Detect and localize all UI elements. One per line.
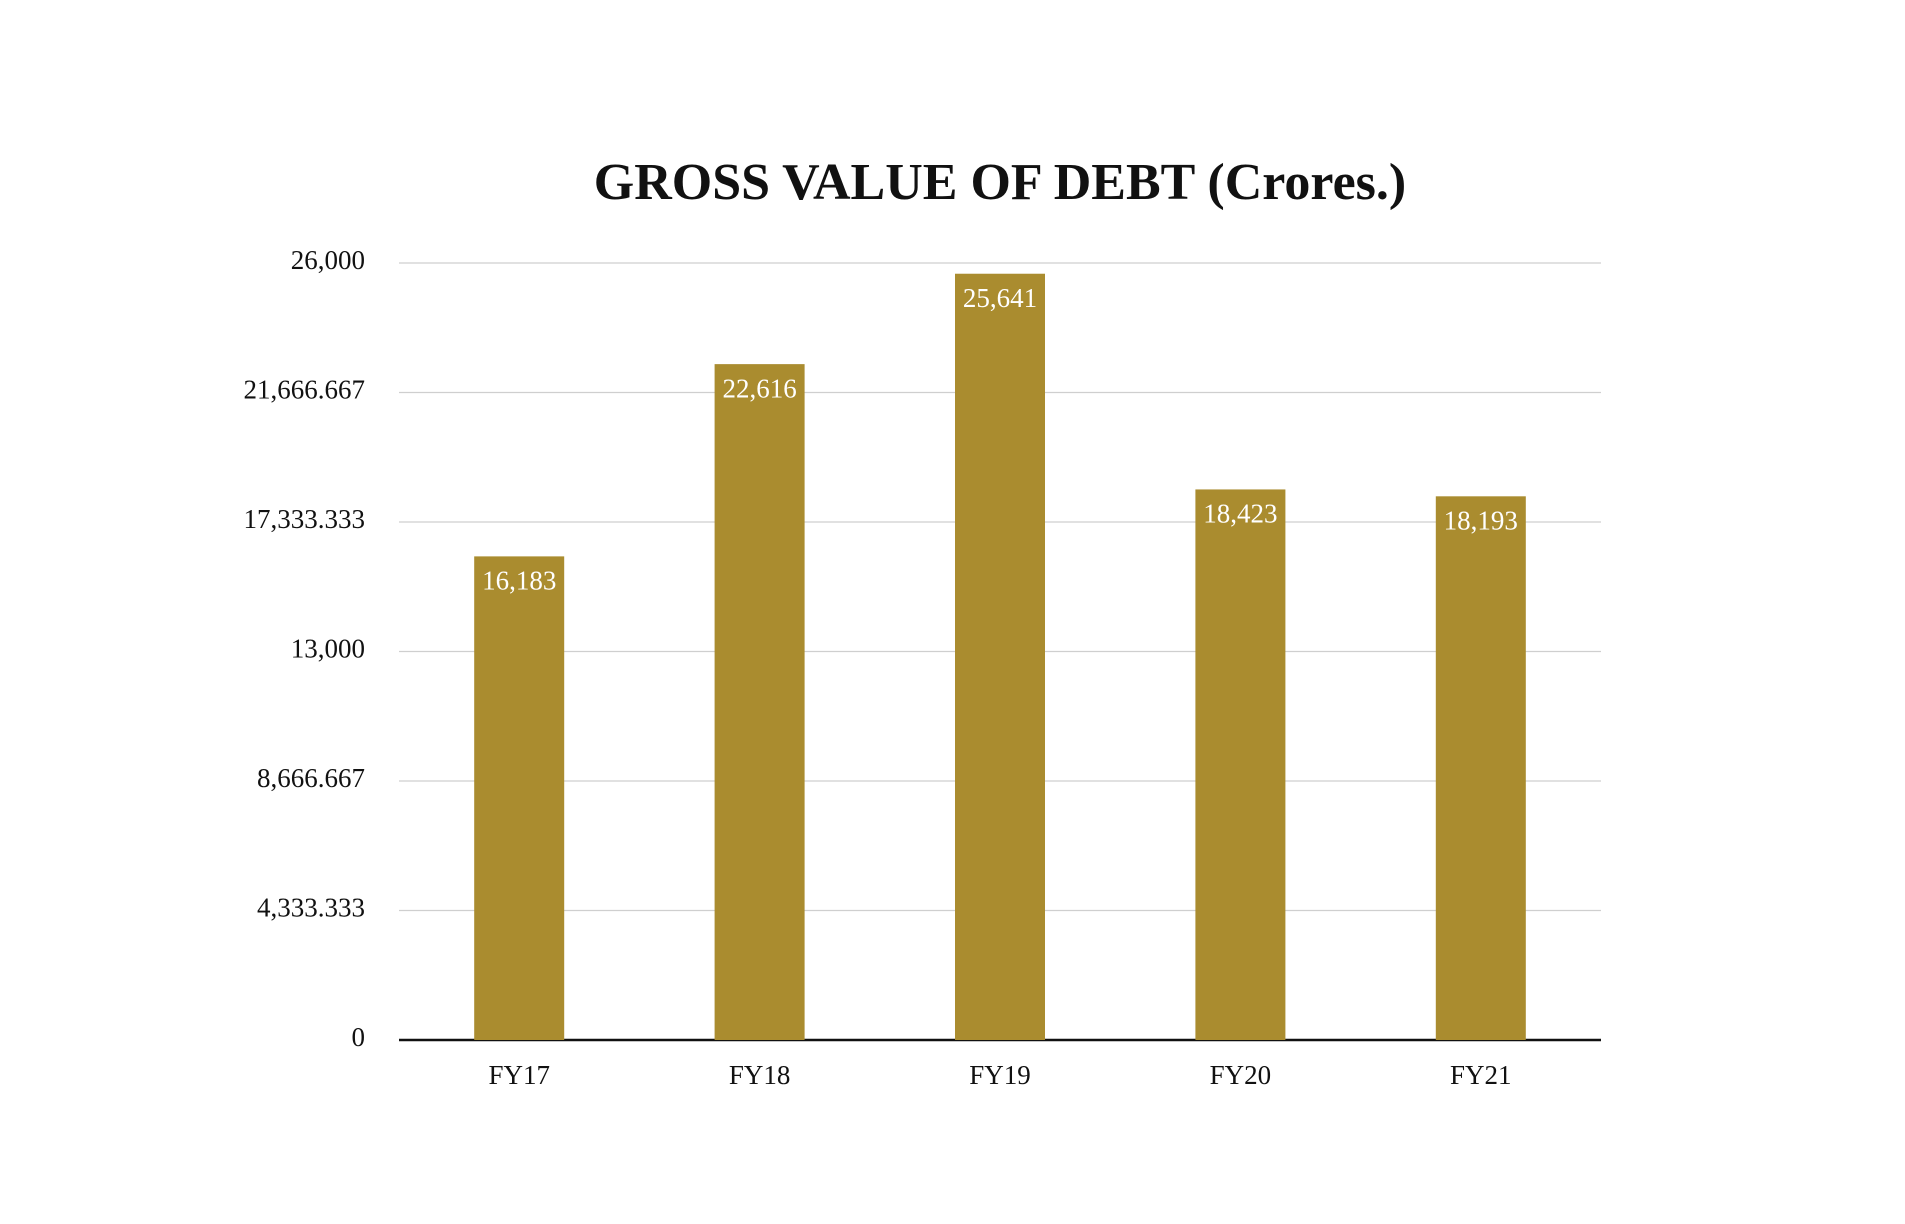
bar — [714, 364, 805, 1041]
y-tick-label: 26,000 — [291, 245, 365, 275]
bar — [1435, 496, 1526, 1040]
x-tick-label: FY18 — [729, 1060, 791, 1090]
y-tick-label: 21,666.667 — [244, 375, 366, 405]
value-label: 25,641 — [963, 283, 1037, 313]
x-tick-label: FY21 — [1450, 1060, 1512, 1090]
bar — [955, 273, 1045, 1040]
bar — [1195, 489, 1286, 1040]
y-tick-label: 4,333.333 — [257, 893, 365, 923]
value-label: 22,616 — [722, 373, 796, 403]
x-tick-label: FY19 — [969, 1060, 1031, 1090]
value-label: 18,423 — [1203, 499, 1277, 529]
y-tick-label: 13,000 — [291, 634, 365, 664]
chart-title: GROSS VALUE OF DEBT (Crores.) — [594, 154, 1406, 211]
y-tick-label: 0 — [352, 1022, 366, 1052]
y-tick-label: 17,333.333 — [244, 504, 366, 534]
x-tick-label: FY17 — [488, 1060, 550, 1090]
value-label: 16,183 — [482, 566, 556, 596]
y-tick-label: 8,666.667 — [257, 763, 365, 793]
bar — [474, 556, 565, 1040]
value-label: 18,193 — [1444, 506, 1518, 536]
x-tick-label: FY20 — [1210, 1060, 1272, 1090]
